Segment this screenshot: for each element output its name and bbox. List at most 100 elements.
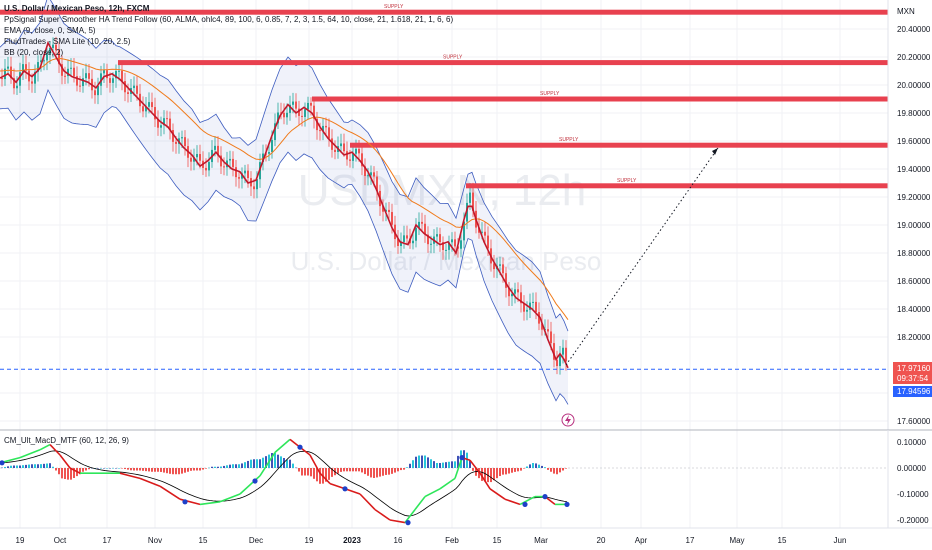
candle-body (358, 148, 360, 154)
macd-legend[interactable]: CM_Ult_MacD_MTF (60, 12, 26, 9) (4, 436, 129, 445)
macd-histogram-bar (505, 468, 507, 475)
macd-histogram-bar (331, 468, 333, 477)
candle-body (304, 109, 306, 117)
candle-body (244, 170, 246, 174)
indicator-label-fluidtrades[interactable]: FluidTrades - SMA Lite (10, 20, 2.5) (4, 37, 131, 46)
price-tick-label: 19.60000 (897, 137, 931, 146)
supply-zone[interactable]: SUPPLY (312, 91, 888, 102)
supply-zones[interactable]: SUPPLY SUPPLY SUPPLY SUPPLY SUPPLY (0, 4, 888, 189)
macd-histogram-bar (550, 468, 552, 472)
candle-body (37, 62, 39, 72)
candle-body (169, 118, 171, 131)
time-axis[interactable]: 19 Oct 17 Nov 15 Dec 19 2023 16 Feb 15 Mar 20 Apr 17 Ma… (0, 527, 932, 545)
macd-cross-dot (342, 486, 348, 492)
indicator-label-ppsignal[interactable]: PpSignal Super Smoother HA Trend Follow … (4, 15, 454, 24)
time-tick-label: 15 (199, 536, 208, 545)
macd-histogram-bar (424, 455, 426, 468)
supply-zone-label: SUPPLY (384, 4, 404, 10)
candle-body (499, 264, 501, 266)
time-tick-label: Nov (148, 536, 162, 545)
candle-body (76, 76, 78, 86)
candle-body (199, 154, 201, 161)
candle-body (274, 123, 276, 141)
symbol-title[interactable]: U.S. Dollar / Mexican Peso, 12h, FXCM (4, 4, 150, 13)
candle-body (364, 166, 366, 176)
candle-body (535, 301, 537, 313)
candle-body (484, 231, 486, 236)
candle-body (391, 212, 393, 225)
candle-body (13, 78, 15, 89)
macd-histogram-bar (250, 459, 252, 468)
macd-tick-label: 0.00000 (897, 464, 926, 473)
supply-zone-bar (350, 142, 888, 148)
macd-histogram-bar (361, 468, 363, 473)
macd-line-segment (259, 451, 276, 477)
macd-histogram-bar (157, 468, 159, 472)
macd-histogram-bar (64, 468, 66, 480)
candle-body (487, 235, 489, 249)
macd-histogram-bar (172, 468, 174, 475)
macd-histogram-bar (178, 468, 180, 475)
macd-histogram-bar (91, 468, 93, 469)
candle-body (553, 343, 555, 360)
macd-histogram-bar (7, 466, 9, 468)
macd-histogram-bar (118, 468, 120, 469)
candle-body (355, 148, 357, 154)
candle-body (70, 67, 72, 69)
macd-histogram-bar (541, 465, 543, 468)
macd-pane[interactable]: 0.10000 0.00000 -0.10000 -0.20000 (0, 429, 932, 528)
macd-histogram-bar (529, 464, 531, 468)
candle-body (400, 241, 402, 246)
macd-histogram-bar (4, 466, 6, 468)
candle-body (271, 140, 273, 153)
candle-body (103, 70, 105, 74)
candle-body (298, 108, 300, 116)
macd-histogram-bar (292, 463, 294, 468)
candle-body (235, 167, 237, 178)
macd-line-segment (119, 472, 141, 480)
price-axis[interactable]: MXN 20.40000 20.20000 20.00000 19.80000 19.60… (887, 0, 932, 528)
macd-histogram-bar (358, 468, 360, 472)
macd-histogram-bar (385, 468, 387, 475)
candle-body (388, 209, 390, 213)
supply-zone[interactable]: SUPPLY (350, 137, 888, 148)
candle-body (154, 107, 156, 120)
macd-histogram-bar (85, 468, 87, 471)
macd-histogram-bar (211, 466, 213, 468)
macd-histogram-bar (142, 468, 144, 471)
macd-cross-dot (252, 478, 258, 484)
price-tick-label: 19.20000 (897, 193, 931, 202)
macd-histogram-bar (70, 468, 72, 480)
chart-legend: U.S. Dollar / Mexican Peso, 12h, FXCM Pp… (4, 3, 453, 58)
macd-histogram-bar (307, 468, 309, 476)
supply-zone[interactable]: SUPPLY (0, 4, 888, 15)
macd-histogram-bar (433, 461, 435, 468)
macd-histogram-bar (112, 468, 114, 469)
macd-histogram-bar (532, 463, 534, 468)
indicator-label-ema[interactable]: EMA (9, close, 0, SMA, 5) (4, 26, 96, 35)
event-lightning-icon[interactable] (561, 413, 575, 427)
candle-body (373, 172, 375, 177)
macd-cross-dot (522, 501, 528, 507)
macd-histogram-bar (67, 468, 69, 480)
macd-histogram-bar (280, 456, 282, 468)
candle-body (343, 143, 345, 152)
low-price-badge (893, 386, 932, 397)
trend-follow-line (0, 41, 569, 369)
macd-histogram-bar (220, 466, 222, 468)
candle-body (370, 172, 372, 176)
supply-zone[interactable]: SUPPLY (118, 55, 888, 66)
supply-zone-bar (466, 183, 888, 189)
candle-body (547, 329, 549, 332)
time-tick-label: Apr (635, 536, 648, 545)
supply-zone[interactable]: SUPPLY (466, 178, 888, 189)
macd-histogram-bar (61, 468, 63, 479)
macd-signal-line (0, 450, 568, 517)
indicator-label-bb[interactable]: BB (20, close, 2) (4, 48, 64, 57)
macd-histogram-bar (73, 468, 75, 478)
candle-body (328, 127, 330, 139)
macd-histogram-bar (253, 459, 255, 468)
macd-histogram-bar (376, 468, 378, 478)
macd-histogram-bar (133, 468, 135, 471)
